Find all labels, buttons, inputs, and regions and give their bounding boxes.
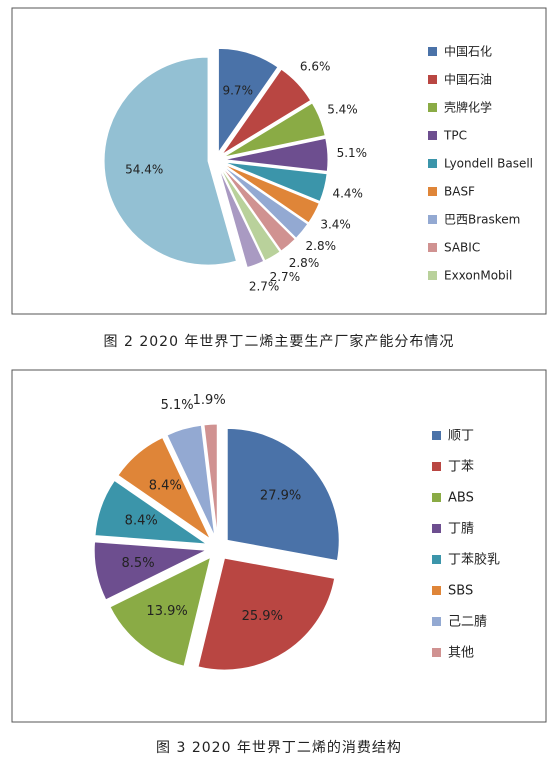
data-label: 5.4% (327, 102, 358, 116)
data-label: 8.5% (122, 556, 155, 571)
legend-swatch (432, 431, 441, 440)
data-label: 5.1% (161, 398, 194, 413)
pie-slice (219, 166, 281, 262)
legend-label: BASF (444, 185, 475, 199)
pie-slice (217, 47, 279, 154)
data-label: 8.4% (149, 478, 182, 493)
legend-swatch (428, 187, 437, 196)
legend-label: SBS (448, 584, 473, 599)
pie-slice (221, 164, 309, 239)
legend-label: ABS (448, 491, 474, 506)
legend-swatch (428, 215, 437, 224)
data-label: 9.7% (222, 83, 253, 97)
pie-slice (197, 557, 336, 671)
legend-swatch (428, 271, 437, 280)
data-label: 6.6% (300, 59, 331, 73)
pie-slice (203, 423, 218, 537)
pie-slice (166, 424, 216, 537)
pie-slice (226, 427, 340, 562)
legend-label: 丁苯 (448, 460, 474, 475)
legend-label: ExxonMobil (444, 269, 512, 283)
legend-swatch (432, 524, 441, 533)
pie-slice (117, 436, 212, 541)
data-label: 2.7% (249, 280, 280, 294)
legend-label: 丁苯胶乳 (448, 552, 500, 568)
legend-label: 其他 (448, 646, 474, 661)
legend-swatch (432, 555, 441, 564)
data-label: 2.8% (289, 256, 320, 270)
legend-label: 中国石油 (444, 72, 492, 87)
pie-slice (103, 56, 238, 266)
legend-label: SABIC (444, 241, 480, 255)
legend-swatch (432, 648, 441, 657)
caption: 图 3 2020 年世界丁二烯的消费结构 (156, 740, 402, 756)
legend-swatch (428, 159, 437, 168)
data-label: 4.4% (332, 186, 363, 200)
legend-swatch (428, 47, 437, 56)
chart-frame (11, 7, 547, 315)
pie-slice (223, 161, 328, 203)
chart-frame (11, 369, 547, 723)
pie-slice (221, 68, 312, 155)
legend-label: 巴西Braskem (444, 213, 520, 227)
data-label: 27.9% (260, 488, 301, 503)
pie-slice (218, 167, 265, 269)
pie-slice (223, 137, 329, 172)
legend-label: 顺丁 (448, 429, 474, 444)
legend-label: 壳牌化学 (444, 100, 492, 115)
legend-label: TPC (443, 129, 467, 143)
data-label: 5.1% (337, 146, 368, 160)
data-label: 25.9% (242, 609, 283, 624)
pie-slice (109, 556, 212, 667)
pie-slice (220, 165, 296, 252)
legend-swatch (428, 243, 437, 252)
legend-swatch (428, 131, 437, 140)
data-label: 2.8% (306, 239, 337, 253)
legend-label: 丁腈 (448, 522, 474, 537)
data-label: 2.7% (270, 270, 301, 284)
legend-label: 中国石化 (444, 44, 492, 59)
legend-label: 己二腈 (448, 615, 487, 630)
pie-slice (94, 479, 209, 545)
pie-slice (222, 163, 320, 224)
caption: 图 2 2020 年世界丁二烯主要生产厂家产能分布情况 (104, 333, 455, 350)
legend-label: Lyondell Basell (444, 157, 533, 171)
legend-swatch (428, 75, 437, 84)
legend-swatch (432, 617, 441, 626)
legend-swatch (432, 493, 441, 502)
legend-swatch (428, 103, 437, 112)
data-label: 54.4% (125, 162, 163, 176)
data-label: 13.9% (146, 604, 187, 619)
legend-swatch (432, 586, 441, 595)
legend-swatch (432, 462, 441, 471)
pie-slice (93, 541, 209, 601)
pie-slice (223, 102, 326, 158)
data-label: 3.4% (320, 217, 351, 231)
data-label: 8.4% (125, 513, 158, 528)
data-label: 1.9% (193, 393, 226, 408)
